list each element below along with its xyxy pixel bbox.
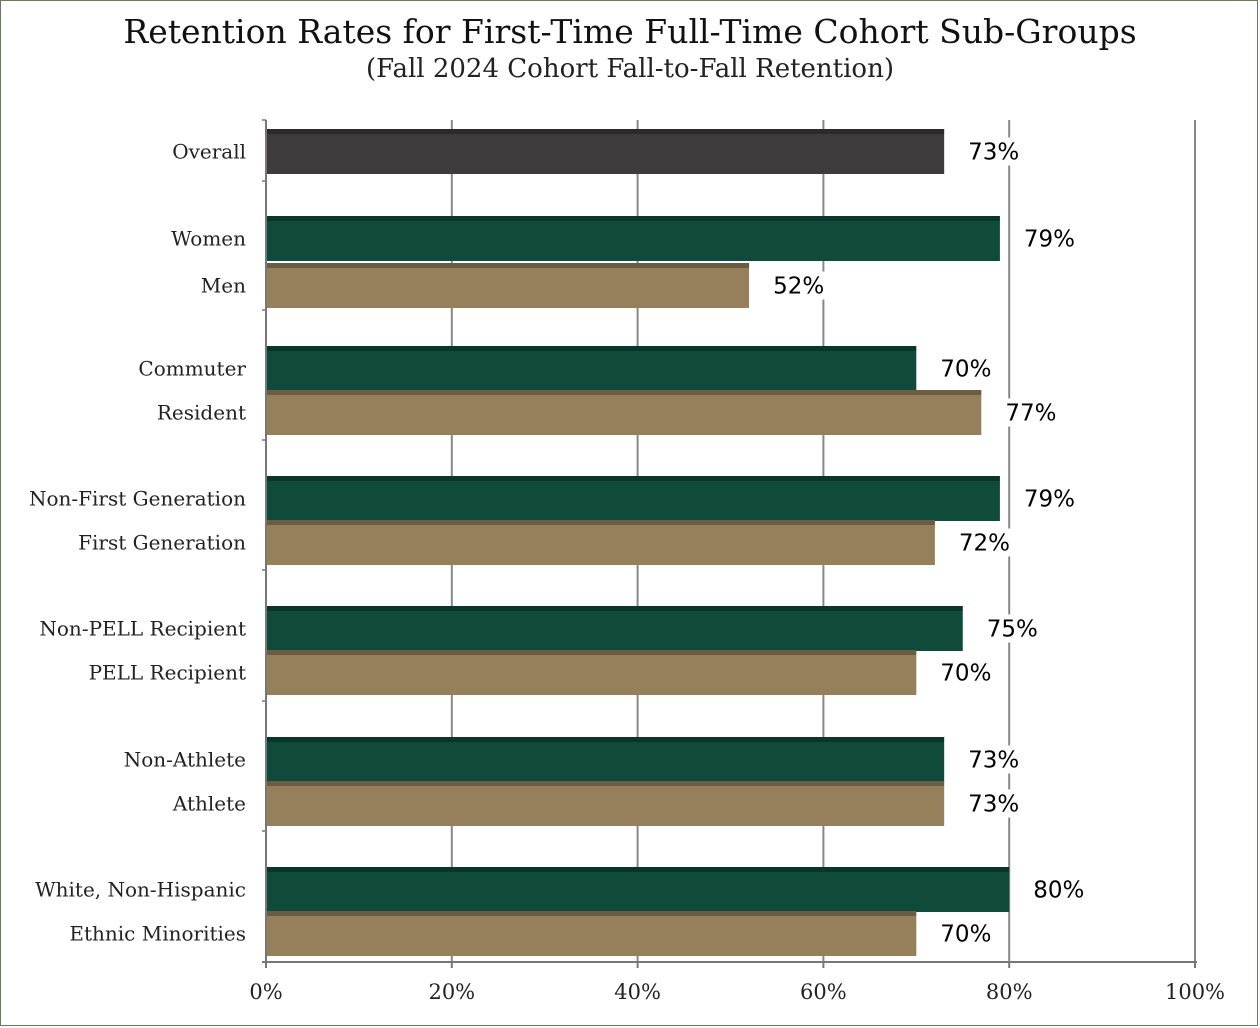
bar-top-edge — [266, 606, 963, 611]
bar-top-edge — [266, 390, 982, 395]
x-tick-label: 80% — [986, 980, 1033, 1004]
bar-top-edge — [266, 520, 935, 525]
data-label-bg — [1020, 484, 1077, 513]
data-label: 70% — [940, 357, 991, 383]
bar — [266, 650, 917, 695]
bar — [266, 781, 945, 826]
data-label-bg — [937, 658, 994, 687]
x-tick-label: 60% — [800, 980, 847, 1004]
bar-top-edge — [266, 781, 945, 786]
bar-group — [266, 781, 945, 826]
category-label: Non-Athlete — [124, 748, 246, 772]
data-label: 80% — [1033, 878, 1084, 904]
x-tick-label: 100% — [1165, 980, 1225, 1004]
bar-group — [266, 390, 982, 435]
data-label: 70% — [940, 661, 991, 687]
data-label-bg — [965, 789, 1022, 818]
bar-top-edge — [266, 867, 1010, 872]
bar — [266, 129, 945, 174]
chart-subtitle: (Fall 2024 Cohort Fall-to-Fall Retention… — [366, 54, 894, 84]
bar-group — [266, 911, 917, 956]
category-label: Resident — [157, 401, 246, 425]
category-label: Women — [171, 227, 246, 251]
bar — [266, 606, 963, 651]
data-label: 77% — [1005, 401, 1056, 427]
bar-top-edge — [266, 129, 945, 134]
data-label: 73% — [968, 792, 1019, 818]
category-label: Non-PELL Recipient — [39, 617, 246, 641]
bar-group — [266, 737, 945, 782]
category-label: Commuter — [138, 357, 246, 381]
data-label: 72% — [959, 531, 1010, 557]
bar-top-edge — [266, 911, 917, 916]
bar-group — [266, 263, 750, 308]
category-label: PELL Recipient — [89, 661, 246, 685]
x-tick-label: 0% — [249, 980, 282, 1004]
data-label: 79% — [1024, 227, 1075, 253]
data-label-bg — [770, 271, 827, 300]
chart-title: Retention Rates for First-Time Full-Time… — [123, 12, 1137, 51]
bar-top-edge — [266, 263, 750, 268]
bar-top-edge — [266, 476, 1000, 481]
labels: Overall 73% Women 79% Men 52% Commuter 70% Resid… — [29, 137, 1225, 1004]
x-tick-label: 40% — [614, 980, 661, 1004]
data-label-bg — [965, 137, 1022, 166]
category-label: Athlete — [172, 792, 246, 816]
data-label-bg — [1002, 398, 1059, 427]
bar-top-edge — [266, 216, 1000, 221]
bar-top-edge — [266, 737, 945, 742]
bar-group — [266, 216, 1000, 261]
data-label-bg — [937, 919, 994, 948]
data-label-bg — [1030, 875, 1087, 904]
bar-group — [266, 867, 1010, 912]
category-label: Men — [201, 274, 246, 298]
bar — [266, 476, 1000, 521]
bar-top-edge — [266, 346, 917, 351]
category-label: First Generation — [78, 531, 246, 555]
bar — [266, 911, 917, 956]
bar-top-edge — [266, 650, 917, 655]
bar — [266, 263, 750, 308]
data-label: 70% — [940, 922, 991, 948]
data-label-bg — [965, 745, 1022, 774]
bar — [266, 520, 935, 565]
data-label: 73% — [968, 748, 1019, 774]
category-label: White, Non-Hispanic — [35, 878, 246, 902]
bar-group — [266, 606, 963, 651]
data-label-bg — [937, 354, 994, 383]
data-label: 52% — [773, 274, 824, 300]
data-label: 79% — [1024, 487, 1075, 513]
bar — [266, 346, 917, 391]
bar-group — [266, 650, 917, 695]
category-label: Ethnic Minorities — [69, 922, 246, 946]
bar-group — [266, 129, 945, 174]
data-label: 75% — [987, 617, 1038, 643]
data-label: 73% — [968, 140, 1019, 166]
data-label-bg — [983, 614, 1040, 643]
bar — [266, 737, 945, 782]
data-label-bg — [955, 528, 1012, 557]
bar — [266, 216, 1000, 261]
bar — [266, 390, 982, 435]
category-label: Non-First Generation — [29, 487, 246, 511]
bar-group — [266, 476, 1000, 521]
bar-group — [266, 520, 935, 565]
bar-group — [266, 346, 917, 391]
data-label-bg — [1020, 224, 1077, 253]
x-tick-label: 20% — [428, 980, 475, 1004]
category-label: Overall — [172, 140, 246, 164]
axes — [262, 119, 1197, 968]
bar — [266, 867, 1010, 912]
bars — [266, 129, 1010, 956]
